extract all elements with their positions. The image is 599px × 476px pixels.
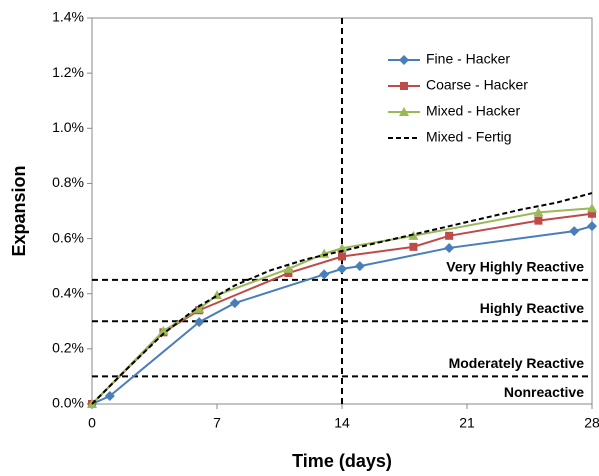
marker [445, 231, 454, 240]
y-tick-label: 0.8% [52, 174, 84, 190]
marker [319, 269, 330, 280]
zone-label: Highly Reactive [480, 300, 584, 316]
marker [588, 209, 596, 218]
legend-marker [399, 107, 409, 116]
series-line [91, 225, 593, 405]
marker [587, 221, 597, 232]
zone-label: Moderately Reactive [449, 355, 585, 371]
x-tick-label: 28 [584, 415, 599, 431]
marker [444, 242, 455, 253]
marker [587, 203, 597, 213]
marker [569, 226, 580, 237]
x-tick-label: 0 [88, 415, 96, 431]
marker [409, 242, 418, 251]
x-axis-title: Time (days) [292, 451, 392, 471]
legend-label: Coarse - Hacker [426, 77, 528, 93]
marker [354, 261, 365, 272]
marker [338, 252, 346, 261]
legend-label: Mixed - Hacker [426, 103, 520, 119]
marker [337, 263, 347, 274]
zone-label: Very Highly Reactive [446, 259, 584, 275]
y-axis-title: Expansion [9, 165, 29, 256]
zone-label: Nonreactive [504, 384, 584, 400]
marker [229, 298, 240, 309]
legend-label: Fine - Hacker [426, 51, 510, 67]
y-tick-label: 1.0% [52, 119, 84, 135]
legend-marker [399, 55, 409, 65]
marker [283, 263, 294, 273]
y-tick-label: 0.0% [52, 395, 84, 411]
y-tick-label: 0.6% [52, 229, 84, 245]
marker [194, 317, 205, 328]
marker [104, 391, 115, 402]
marker [284, 269, 293, 278]
y-tick-label: 0.4% [52, 284, 84, 300]
marker [337, 243, 347, 253]
x-tick-label: 21 [459, 415, 475, 431]
x-tick-label: 14 [334, 415, 350, 431]
y-tick-label: 0.2% [52, 340, 84, 356]
y-tick-label: 1.2% [52, 64, 84, 80]
marker [158, 325, 169, 335]
marker [533, 207, 544, 217]
y-tick-label: 1.4% [52, 9, 84, 25]
x-tick-label: 7 [213, 415, 221, 431]
legend-label: Mixed - Fertig [426, 129, 512, 145]
marker [194, 303, 205, 313]
series-line [91, 192, 593, 405]
marker [534, 216, 543, 225]
legend-marker [400, 82, 408, 90]
